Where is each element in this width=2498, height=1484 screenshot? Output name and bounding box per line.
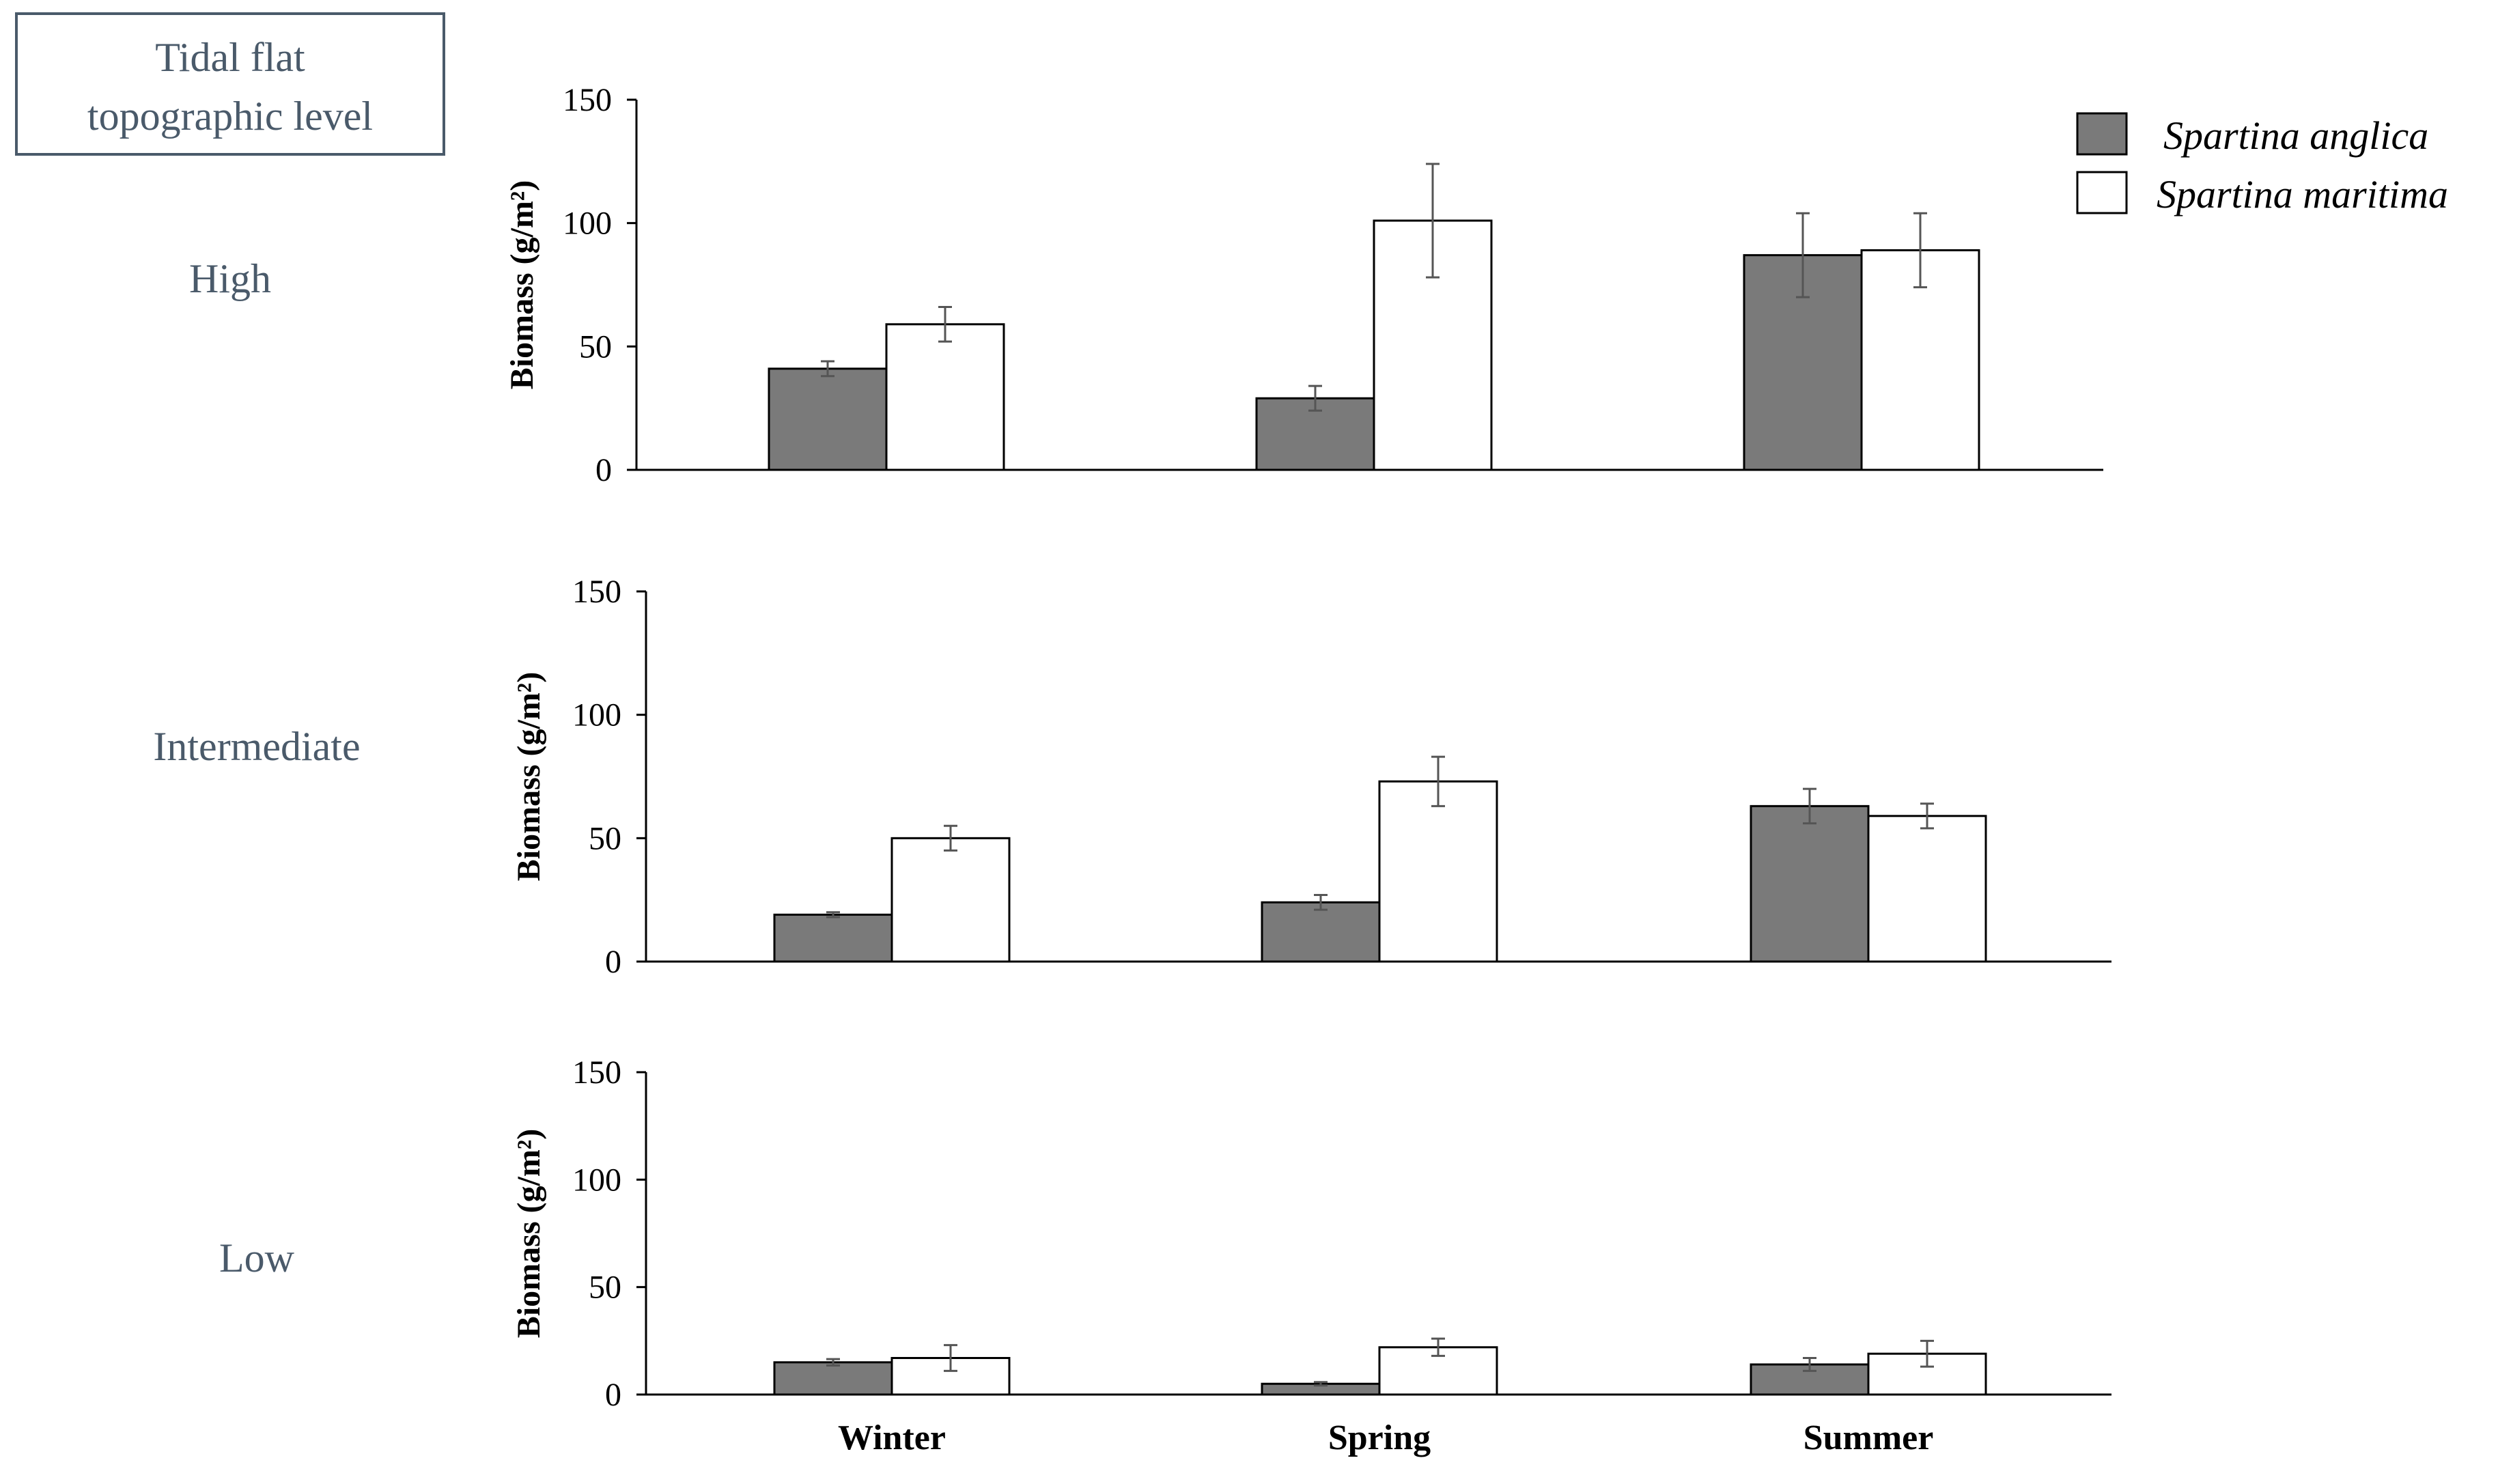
intermediate-bar-spartina-maritima-summer — [1867, 815, 1987, 963]
intermediate-ytick-label-50: 50 — [589, 820, 621, 856]
chart-panel-intermediate: 0 50 100 150 Biomass (g/m²) — [511, 574, 2111, 980]
intermediate-bar-spartina-anglica-spring — [1261, 901, 1381, 963]
low-ytick-label-0: 0 — [605, 1377, 621, 1413]
intermediate-bar-spartina-maritima-spring — [1378, 780, 1498, 963]
intermediate-ytick-label-100: 100 — [572, 697, 621, 733]
legend-label-anglica: Spartina anglica — [2163, 113, 2428, 158]
intermediate-ytick-label-0: 0 — [605, 944, 621, 980]
legend: Spartina anglica Spartina maritima — [2076, 112, 2448, 216]
chart-panel-high: 0 50 100 150 Biomass (g/m²) — [504, 82, 2103, 488]
panel-label-intermediate: Intermediate — [153, 724, 360, 769]
low-y-axis-label: Biomass (g/m²) — [511, 1129, 547, 1338]
high-bar-spartina-anglica-winter — [768, 367, 888, 471]
high-ytick-label-150: 150 — [563, 82, 612, 118]
intermediate-y-axis-label: Biomass (g/m²) — [511, 672, 547, 881]
high-y-axis-label: Biomass (g/m²) — [504, 180, 540, 389]
intermediate-ytick-label-150: 150 — [572, 574, 621, 610]
low-ytick-label-150: 150 — [572, 1054, 621, 1091]
category-label-spring: Spring — [1328, 1418, 1431, 1457]
header-box-frame — [15, 12, 445, 156]
category-label-summer: Summer — [1804, 1418, 1934, 1457]
header-line-2: topographic level — [87, 94, 373, 139]
intermediate-bar-spartina-maritima-winter — [890, 837, 1011, 963]
legend-swatch-anglica — [2076, 112, 2128, 156]
header-box: Tidal flat topographic level — [15, 12, 445, 156]
intermediate-bar-spartina-anglica-summer — [1750, 804, 1870, 963]
low-ytick-label-50: 50 — [589, 1270, 621, 1306]
high-ytick-label-100: 100 — [563, 206, 612, 242]
low-ytick-label-100: 100 — [572, 1162, 621, 1198]
intermediate-bar-spartina-anglica-winter — [773, 913, 893, 963]
panel-label-low: Low — [219, 1235, 295, 1280]
legend-label-maritima: Spartina maritima — [2157, 172, 2448, 216]
low-bar-spartina-anglica-winter — [773, 1361, 893, 1396]
category-label-winter: Winter — [838, 1418, 946, 1457]
header-line-1: Tidal flat — [155, 35, 305, 80]
legend-swatch-maritima — [2076, 171, 2128, 214]
chart-panel-low: 0 50 100 150 Biomass (g/m²) Winter Spring Summe… — [511, 1054, 2111, 1457]
high-bar-spartina-maritima-winter — [885, 323, 1005, 471]
panel-label-high: High — [189, 256, 271, 301]
high-ytick-label-0: 0 — [595, 452, 612, 488]
low-bar-spartina-maritima-summer — [1867, 1352, 1987, 1396]
high-ytick-label-50: 50 — [579, 328, 612, 365]
